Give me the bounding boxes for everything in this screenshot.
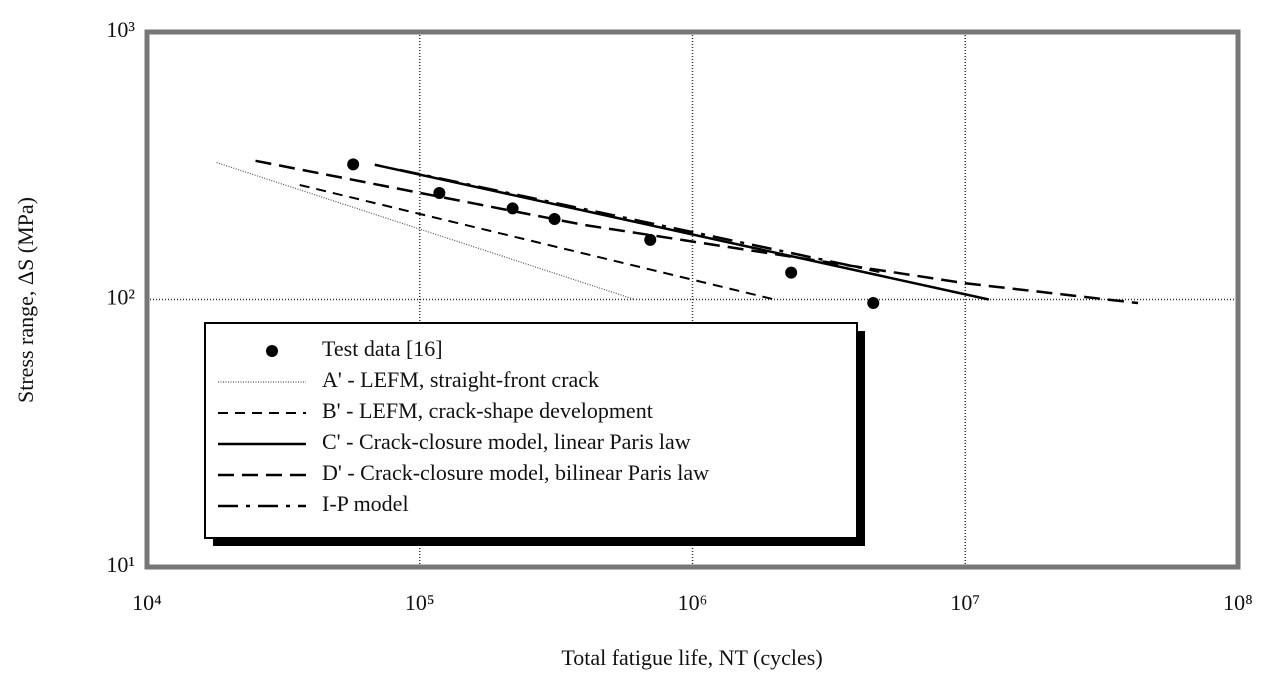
series-line bbox=[216, 162, 635, 301]
legend-label: Test data [16] bbox=[322, 336, 443, 361]
x-tick-label: 10⁷ bbox=[950, 590, 980, 615]
legend-box bbox=[204, 322, 858, 539]
y-tick-label: 10¹ bbox=[106, 552, 135, 577]
legend-label: C' - Crack-closure model, linear Paris l… bbox=[322, 429, 691, 454]
data-point bbox=[433, 187, 446, 200]
y-tick-label: 10² bbox=[106, 285, 135, 310]
legend-label: A' - LEFM, straight-front crack bbox=[322, 367, 599, 392]
data-point bbox=[785, 266, 798, 279]
x-tick-label: 10⁴ bbox=[132, 590, 162, 615]
y-axis-label: Stress range, ΔS (MPa) bbox=[13, 197, 38, 403]
data-point bbox=[867, 297, 880, 310]
data-point bbox=[644, 233, 657, 246]
x-tick-label: 10⁵ bbox=[405, 590, 435, 615]
legend-label: B' - LEFM, crack-shape development bbox=[322, 398, 653, 423]
legend-label: I-P model bbox=[322, 491, 409, 516]
plot-frame bbox=[144, 29, 1241, 570]
x-tick-label: 10⁶ bbox=[678, 590, 708, 615]
legend-marker bbox=[266, 345, 278, 357]
data-point bbox=[347, 158, 360, 171]
data-point bbox=[548, 212, 561, 225]
legend-label: D' - Crack-closure model, bilinear Paris… bbox=[322, 460, 709, 485]
y-tick-label: 10³ bbox=[106, 17, 135, 42]
series-line bbox=[255, 159, 1139, 305]
series-line bbox=[299, 184, 775, 301]
series-line bbox=[374, 163, 990, 301]
series-line bbox=[399, 168, 880, 273]
x-tick-label: 10⁸ bbox=[1223, 590, 1253, 615]
x-axis-label: Total fatigue life, NT (cycles) bbox=[561, 645, 822, 670]
